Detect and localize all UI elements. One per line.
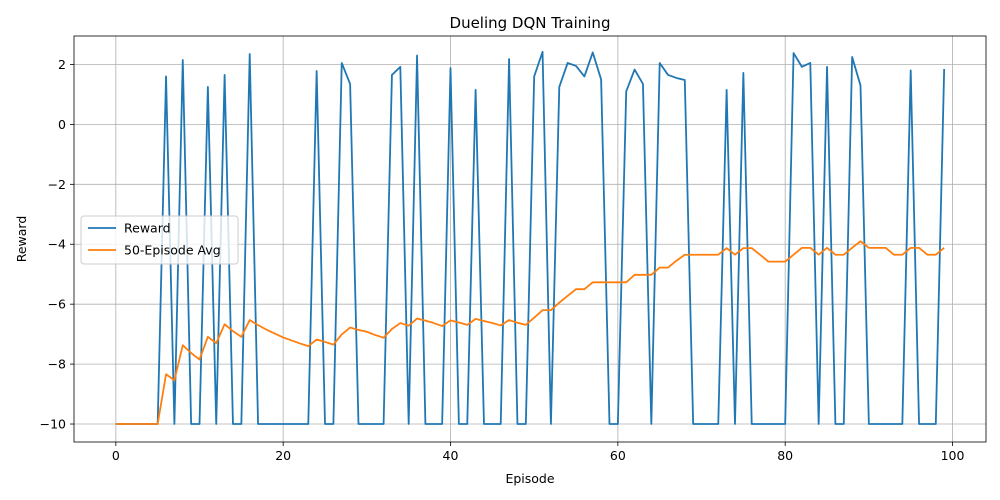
- y-tick-label: −6: [48, 297, 66, 312]
- chart-title: Dueling DQN Training: [450, 14, 611, 32]
- x-tick-label: 100: [941, 448, 965, 463]
- y-axis-label: Reward: [14, 216, 29, 263]
- y-tick-label: −8: [48, 357, 66, 372]
- legend-box: [80, 215, 239, 265]
- x-tick-label: 20: [275, 448, 291, 463]
- series-line-1: [115, 240, 945, 425]
- y-tick-label: −2: [48, 177, 66, 192]
- y-tick-label: 0: [58, 117, 66, 132]
- y-tick-label: −10: [40, 417, 66, 432]
- x-tick-label: 60: [610, 448, 626, 463]
- series-line-0: [115, 50, 946, 425]
- y-tick-label: 2: [58, 57, 66, 72]
- x-tick-label: 40: [443, 448, 459, 463]
- plot-frame: [73, 35, 987, 443]
- x-tick-label: 80: [777, 448, 793, 463]
- x-axis-label: Episode: [505, 471, 554, 486]
- x-tick-label: 0: [112, 448, 120, 463]
- legend-label-avg: 50-Episode Avg: [124, 243, 221, 258]
- y-tick-label: −4: [48, 237, 66, 252]
- legend-label-reward: Reward: [124, 221, 171, 236]
- axis-ticks: 0 20 40 60 80 100 −10 −8 −6 −4 −2 0 2: [40, 57, 965, 463]
- series-lines: [115, 50, 946, 425]
- legend: Reward 50-Episode Avg: [80, 215, 239, 265]
